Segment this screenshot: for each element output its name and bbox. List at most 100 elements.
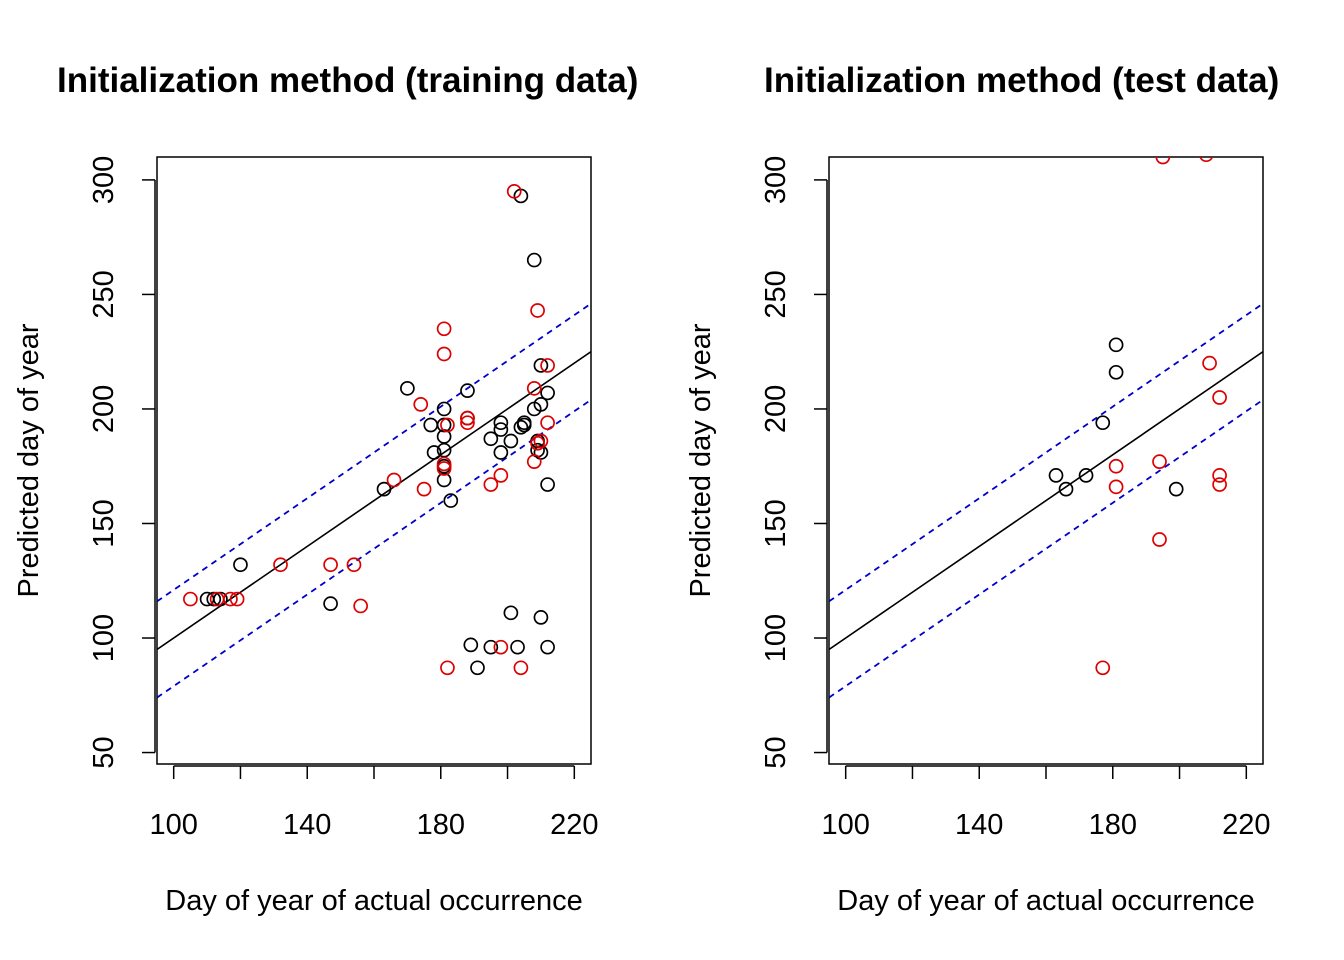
data-point-black [1108,337,1124,353]
data-point-red [1202,355,1217,371]
data-point-black [503,605,519,621]
data-point-red [540,415,555,431]
data-point-red [413,397,429,412]
data-point-red [513,660,529,676]
data-point-red [1108,479,1124,495]
x-tick-label: 100 [149,809,197,841]
y-tick-label: 200 [760,385,792,433]
y-tick-label: 250 [88,270,120,318]
x-tick-label: 180 [1089,809,1137,841]
plot-area [829,157,1263,699]
x-tick-label: 140 [283,809,331,841]
data-point-black [483,639,499,655]
data-point-black [533,610,549,625]
data-point-red [1212,390,1227,405]
data-point-black [1108,364,1124,380]
data-point-red [209,591,225,607]
y-tick-label: 150 [760,499,792,547]
chart-title: Initialization method (training data) [57,61,638,100]
data-point-red [506,184,522,199]
data-point-black [510,639,525,655]
data-point-red [436,321,452,337]
x-tick-label: 180 [417,809,465,841]
data-point-red [460,415,475,431]
data-point-red [1155,157,1171,165]
y-tick-label: 250 [760,270,792,318]
data-point-black [483,431,499,447]
data-point-red [1152,532,1167,547]
data-point-black [376,481,392,497]
data-point-red [1152,454,1167,469]
data-point-red [386,472,402,488]
data-point-black [436,472,452,488]
y-tick-label: 150 [88,499,120,547]
x-tick-label: 220 [550,809,598,841]
interval-line [829,302,1263,603]
x-tick-label: 140 [955,809,1003,841]
data-point-red [440,660,455,676]
data-point-black [470,660,485,676]
data-point-red [493,639,509,655]
x-axis-label: Day of year of actual occurrence [837,885,1254,917]
y-tick-label: 50 [760,736,792,768]
data-point-black [1168,481,1184,497]
identity-line [157,351,591,651]
data-point-red [416,481,432,497]
chart-panel: Initialization method (test data) 100 140 1… [685,61,1279,917]
data-point-red [346,557,362,573]
y-tick-label: 300 [760,156,792,204]
data-point-red [1212,477,1227,492]
data-point-black [423,417,439,433]
data-point-red [229,591,245,607]
data-point-red [483,477,499,492]
x-tick-label: 100 [821,809,869,841]
data-point-black [493,422,509,437]
data-point-red [183,591,198,607]
data-point-red [1199,157,1214,163]
interval-line [829,399,1263,699]
y-tick-label: 50 [88,736,120,768]
data-point-black [323,596,338,612]
data-point-red [436,346,452,362]
data-point-black [426,445,442,460]
data-point-black [1095,415,1111,431]
data-point-black [540,477,555,492]
y-axis-label: Predicted day of year [13,323,45,597]
data-point-black [493,445,509,460]
chart-panel: Initialization method (training data) 100… [13,61,638,917]
data-point-red [1212,468,1227,483]
data-point-black [540,385,555,401]
data-point-black [526,252,542,268]
interval-line [157,302,591,603]
identity-line [829,351,1263,651]
plot-frame [828,156,1264,765]
data-point-red [540,358,555,373]
data-point-red [533,433,549,449]
data-point-red [353,598,368,614]
plot-frame [156,156,592,765]
y-tick-label: 100 [760,614,792,662]
data-point-black [436,401,452,417]
y-axis-label: Predicted day of year [685,323,717,597]
x-tick-label: 220 [1222,809,1270,841]
data-point-black [533,397,549,412]
data-point-red [436,456,452,472]
y-tick-label: 100 [88,614,120,662]
data-point-black [533,358,549,373]
data-point-red [273,557,288,573]
data-point-red [323,557,338,573]
interval-line [157,399,591,699]
data-point-black [516,417,532,433]
x-axis-label: Day of year of actual occurrence [165,885,582,917]
data-point-black [503,433,519,449]
data-point-red [530,303,545,318]
data-point-black [540,639,555,655]
data-point-red [436,461,452,476]
data-point-red [1108,458,1124,474]
y-tick-label: 200 [88,385,120,433]
data-point-black [460,383,475,398]
data-point-black [1058,481,1074,497]
data-point-black [1048,468,1064,483]
y-tick-label: 300 [88,156,120,204]
data-point-black [400,380,415,396]
